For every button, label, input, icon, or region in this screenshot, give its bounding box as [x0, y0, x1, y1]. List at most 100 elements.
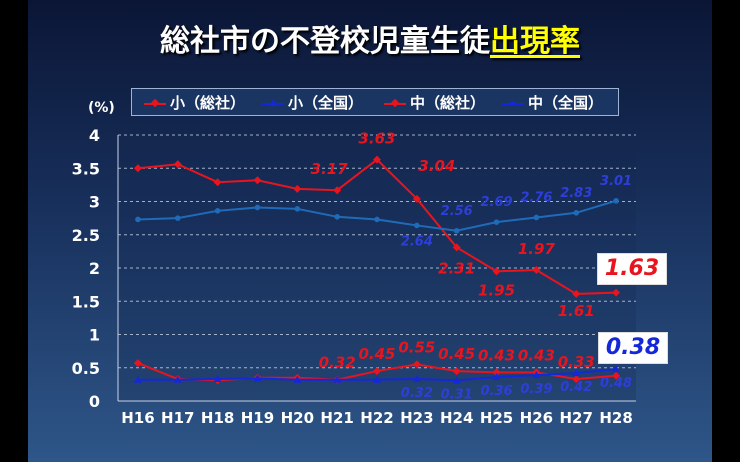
y-tick-label: 4: [89, 126, 100, 145]
data-point: [135, 216, 141, 223]
data-point: [253, 176, 262, 185]
data-point: [492, 368, 501, 377]
data-point: [133, 359, 142, 368]
y-tick-label: 2: [89, 259, 100, 278]
right-border: [712, 0, 740, 462]
data-label: 2.31: [438, 259, 475, 277]
data-point: [493, 219, 500, 225]
data-label: 0.32: [319, 354, 356, 372]
data-point: [293, 184, 302, 193]
x-tick-label: H19: [241, 409, 274, 427]
callout-elementary-latest: 0.38: [598, 332, 668, 364]
data-label: 2.76: [520, 190, 552, 205]
data-label: 0.31: [441, 387, 473, 402]
data-label: 2.64: [401, 234, 433, 249]
x-tick-label: H22: [360, 409, 393, 427]
data-point: [374, 216, 380, 223]
data-label: 0.45: [438, 345, 475, 363]
x-tick-label: H24: [440, 409, 473, 427]
data-point: [532, 371, 541, 379]
data-point: [412, 360, 421, 369]
data-label: 0.48: [600, 376, 632, 391]
data-label: 0.36: [480, 384, 512, 399]
callout-middle-latest: 1.63: [597, 253, 667, 285]
data-point: [334, 213, 340, 220]
y-tick-label: 2.5: [72, 226, 100, 245]
data-point: [492, 267, 501, 276]
legend-line-elem-soja: [144, 98, 166, 107]
data-point: [452, 367, 461, 376]
data-point: [452, 376, 461, 384]
data-label: 1.61: [558, 302, 595, 320]
data-label: 1.97: [518, 240, 556, 258]
title-main: 総社市の不登校児童生徒: [160, 24, 490, 59]
legend-line-mid-national: [502, 100, 524, 106]
data-label: 0.32: [401, 386, 433, 401]
data-label: 3.01: [600, 174, 632, 189]
data-point: [333, 186, 342, 195]
chart-legend: 小（総社） 小（全国） 中（総社） 中（全国）: [131, 88, 619, 116]
data-point: [373, 367, 381, 376]
y-tick-label: 3: [89, 193, 100, 212]
title-highlight: 出現率: [490, 24, 580, 59]
x-tick-label: H17: [161, 409, 194, 427]
data-point: [452, 243, 461, 252]
data-point: [532, 265, 541, 274]
x-tick-label: H25: [480, 409, 513, 427]
x-tick-label: H18: [201, 409, 234, 427]
data-point: [613, 198, 619, 204]
data-label: 0.39: [520, 382, 552, 397]
data-point: [373, 375, 381, 383]
data-label: 2.83: [560, 186, 592, 201]
data-point: [133, 164, 142, 173]
data-point: [572, 375, 581, 384]
y-tick-label: 0.5: [72, 359, 100, 378]
data-point: [453, 227, 460, 234]
data-point: [173, 160, 182, 169]
data-label: 0.33: [558, 353, 595, 371]
data-label: 0.45: [358, 345, 395, 363]
data-label: 3.63: [358, 130, 395, 148]
y-tick-label: 3.5: [72, 159, 100, 178]
data-point: [253, 374, 262, 382]
data-point: [373, 155, 381, 164]
x-tick-label: H23: [400, 409, 433, 427]
data-point: [412, 375, 421, 383]
data-label: 0.42: [560, 380, 592, 395]
data-label: 1.95: [478, 281, 515, 299]
data-point: [573, 210, 580, 216]
data-point: [612, 365, 621, 373]
data-label: 3.04: [418, 157, 455, 175]
data-point: [612, 288, 621, 297]
data-label: 3.17: [311, 160, 349, 178]
x-tick-label: H26: [520, 409, 553, 427]
x-tick-label: H16: [121, 409, 154, 427]
legend-item-elem-soja: 小（総社）: [144, 92, 245, 113]
legend-item-mid-soja: 中（総社）: [384, 92, 485, 113]
data-point: [612, 371, 621, 380]
data-point: [293, 375, 302, 383]
x-tick-label: H27: [560, 409, 593, 427]
legend-line-mid-soja: [384, 98, 406, 107]
data-label: 2.56: [441, 204, 473, 219]
y-tick-label: 1: [89, 326, 100, 345]
page-title: 総社市の不登校児童生徒出現率: [0, 16, 740, 60]
data-point: [333, 375, 342, 383]
data-point: [294, 206, 301, 212]
data-point: [213, 178, 222, 187]
data-point: [133, 375, 142, 383]
data-point: [572, 369, 581, 377]
data-label: 0.43: [478, 346, 515, 364]
x-tick-label: H28: [599, 409, 632, 427]
y-axis-unit: (%): [88, 100, 115, 116]
data-point: [254, 204, 261, 211]
data-point: [412, 194, 421, 203]
x-tick-label: H21: [320, 409, 353, 427]
x-tick-label: H20: [281, 409, 314, 427]
left-border: [0, 0, 28, 462]
data-label: 0.55: [398, 338, 435, 356]
data-point: [533, 214, 540, 221]
y-tick-label: 1.5: [72, 292, 100, 311]
